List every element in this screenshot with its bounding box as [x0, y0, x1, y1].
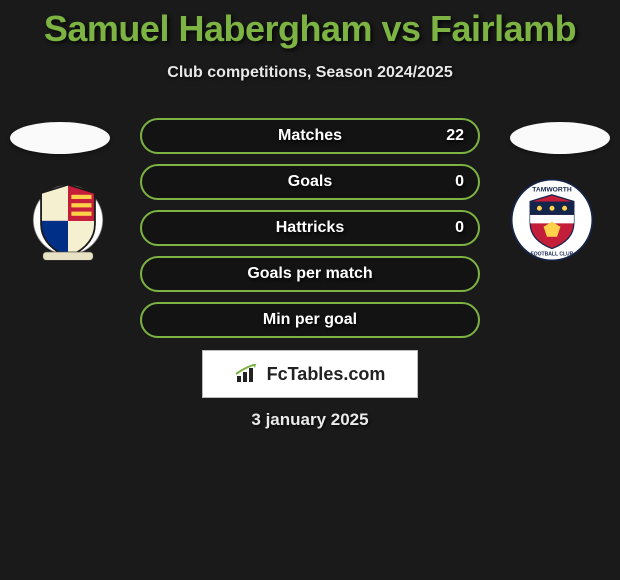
player-right-placeholder	[510, 122, 610, 154]
stats-panel: Matches 22 Goals 0 Hattricks 0 Goals per…	[140, 118, 480, 348]
stat-row-hattricks: Hattricks 0	[140, 210, 480, 246]
brand-box[interactable]: FcTables.com	[202, 350, 418, 398]
chart-growth-icon	[235, 364, 261, 384]
crest-right-bottom-text: FOOTBALL CLUB	[531, 251, 574, 257]
stat-row-goals-per-match: Goals per match	[140, 256, 480, 292]
brand-label: FcTables.com	[267, 364, 386, 385]
date-label: 3 january 2025	[0, 410, 620, 430]
stat-label: Matches	[278, 127, 342, 145]
stat-row-matches: Matches 22	[140, 118, 480, 154]
stat-row-goals: Goals 0	[140, 164, 480, 200]
crest-right-icon: TAMWORTH FOOTBALL CLUB	[510, 178, 594, 262]
stat-row-min-per-goal: Min per goal	[140, 302, 480, 338]
stat-label: Hattricks	[276, 219, 344, 237]
stat-label: Min per goal	[263, 311, 357, 329]
stat-value: 0	[455, 219, 464, 237]
stat-label: Goals per match	[247, 265, 372, 283]
page-subtitle: Club competitions, Season 2024/2025	[0, 64, 620, 82]
player-left-placeholder	[10, 122, 110, 154]
stat-value: 22	[446, 127, 464, 145]
crest-right-top-text: TAMWORTH	[532, 186, 572, 193]
stat-value: 0	[455, 173, 464, 191]
stat-label: Goals	[288, 173, 332, 191]
crest-right: TAMWORTH FOOTBALL CLUB	[502, 170, 602, 270]
crest-left-icon	[26, 178, 110, 262]
page-title: Samuel Habergham vs Fairlamb	[0, 0, 620, 50]
crest-left	[18, 170, 118, 270]
